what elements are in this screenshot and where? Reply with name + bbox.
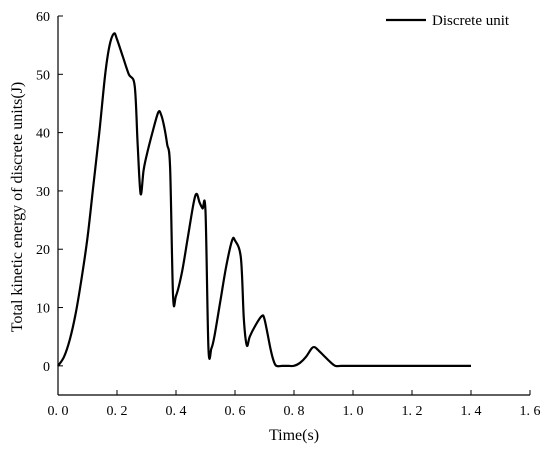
y-tick-label: 50 [36,68,50,83]
x-tick-label: 0. 4 [166,404,187,419]
series-line-0 [57,32,471,368]
y-tick-label: 20 [36,243,50,258]
x-tick-label: 1. 4 [461,404,482,419]
x-tick-label: 0. 0 [48,404,69,419]
y-tick-label: 0 [43,360,50,375]
y-tick-label: 10 [36,302,50,317]
y-ticks: 0 10 20 30 40 50 60 [36,10,63,375]
legend: Discrete unit [386,13,510,29]
x-tick-label: 0. 6 [225,404,246,419]
x-ticks: 0. 0 0. 2 0. 4 0. 6 0. 8 1. 0 1. 2 1. 4 1. 6 [48,390,541,419]
x-axis-title: Time(s) [269,427,319,444]
x-tick-label: 0. 2 [107,404,128,419]
x-tick-label: 1. 6 [520,404,541,419]
legend-label: Discrete unit [432,13,510,29]
x-tick-label: 1. 2 [402,404,423,419]
series-group [57,32,471,368]
y-axis-title: Total kinetic energy of discrete units(J… [9,82,26,333]
x-tick-label: 0. 8 [284,404,305,419]
y-tick-label: 30 [36,185,50,200]
y-tick-label: 60 [36,10,50,25]
y-tick-label: 40 [36,127,50,142]
x-tick-label: 1. 0 [343,404,364,419]
